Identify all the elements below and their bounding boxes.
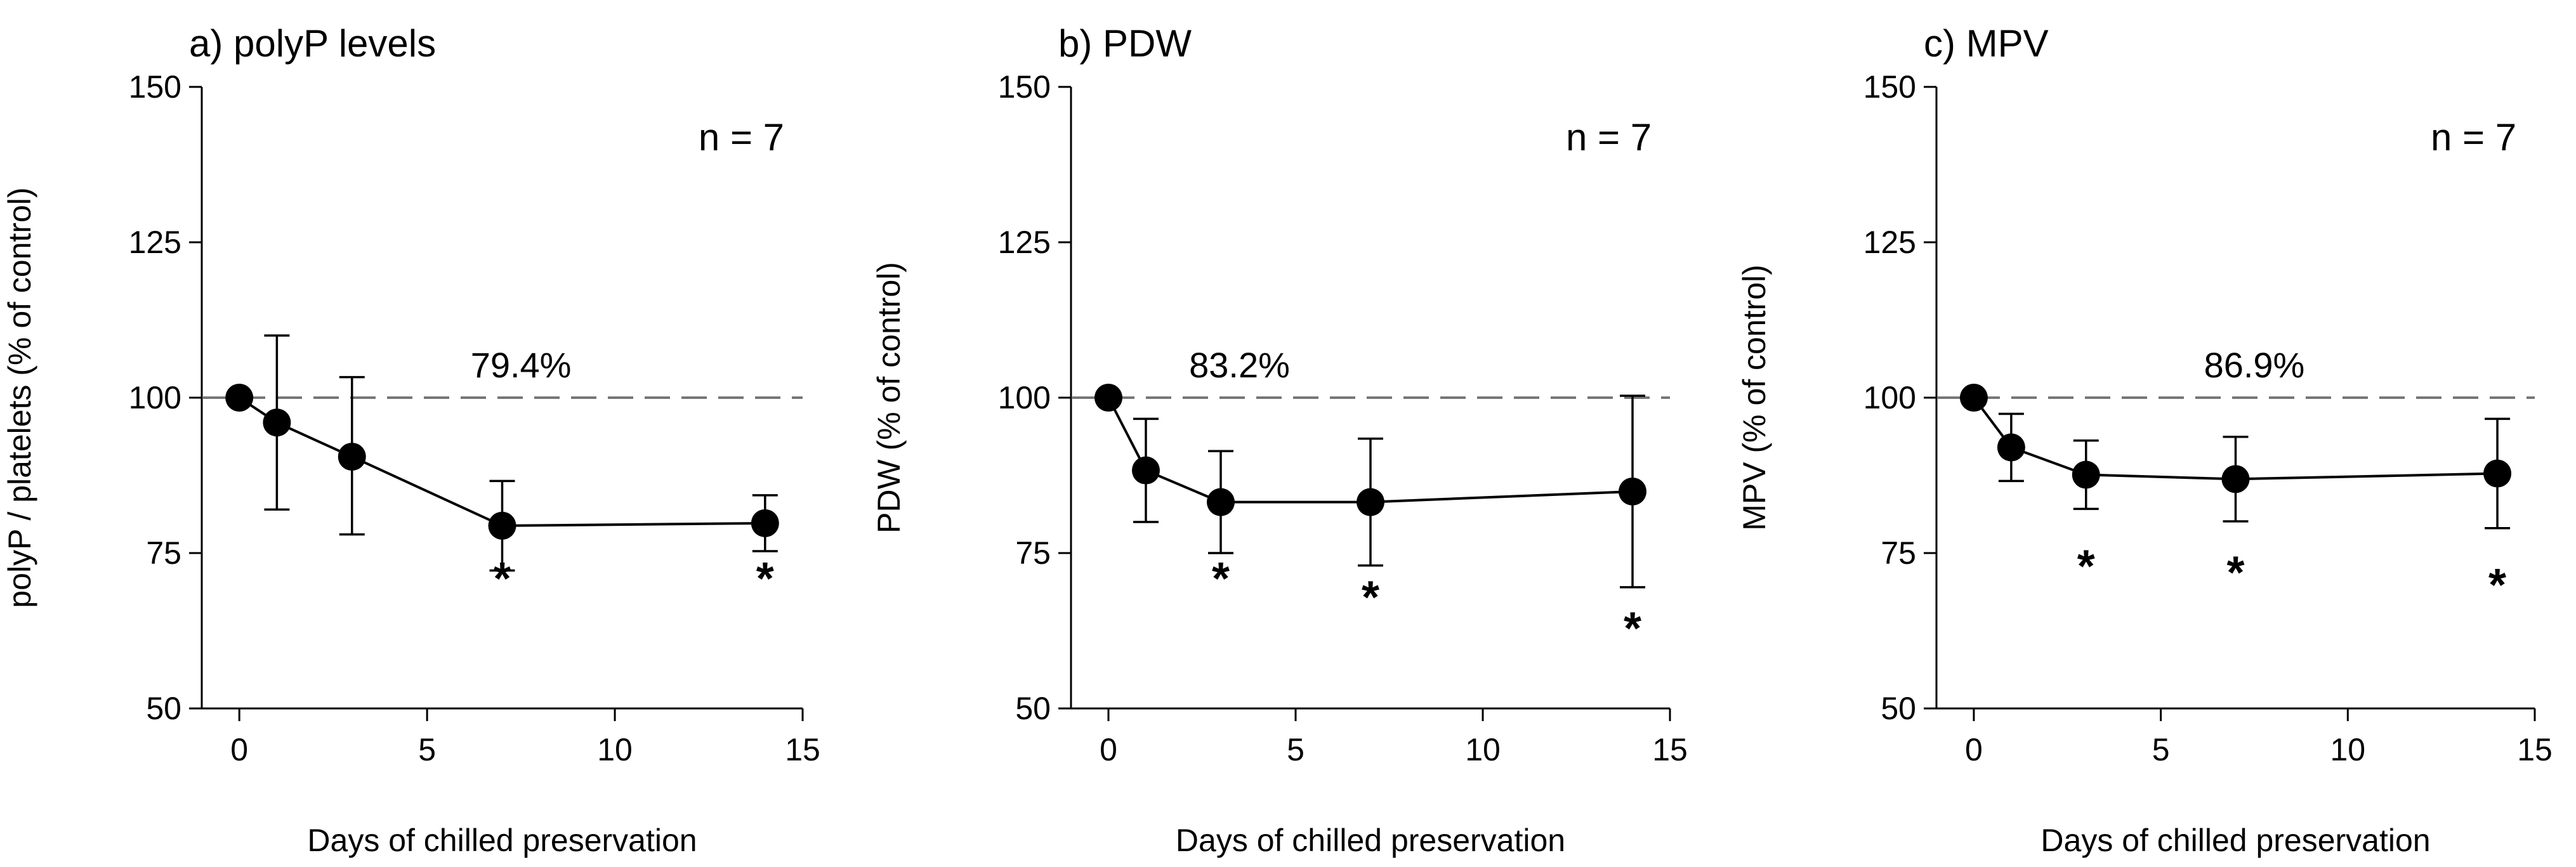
x-tick-label-0: 0 bbox=[1100, 732, 1117, 767]
x-tick-label-0: 0 bbox=[1965, 732, 1983, 767]
data-point-day-14 bbox=[2483, 459, 2512, 488]
data-point-day-3 bbox=[338, 443, 366, 471]
panel-title: c) MPV bbox=[1924, 22, 2049, 65]
y-axis-label: polyP / platelets (% of control) bbox=[2, 187, 37, 608]
panel-title: b) PDW bbox=[1058, 22, 1192, 65]
x-tick-label-15: 15 bbox=[2517, 732, 2553, 767]
x-tick-label-15: 15 bbox=[785, 732, 820, 767]
y-tick-label-100: 100 bbox=[998, 380, 1051, 415]
x-tick-label-5: 5 bbox=[2152, 732, 2170, 767]
data-point-day-1 bbox=[1132, 456, 1160, 485]
y-tick-label-125: 125 bbox=[998, 225, 1051, 260]
y-axis-label: MPV (% of control) bbox=[1737, 264, 1772, 531]
x-axis-label: Days of chilled preservation bbox=[2040, 823, 2430, 858]
significance-star-day-7: * bbox=[2226, 547, 2244, 598]
x-tick-label-10: 10 bbox=[2330, 732, 2366, 767]
panel-b-pdw: b) PDW 50 75 100 125 150 0 5 10 15 PDW (% of contr… bbox=[871, 22, 1688, 858]
data-point-day-14 bbox=[1619, 477, 1646, 505]
y-tick-label-100: 100 bbox=[129, 380, 181, 415]
significance-star-day-14: * bbox=[1624, 604, 1641, 655]
data-point-day-0 bbox=[1959, 384, 1988, 412]
x-tick-label-10: 10 bbox=[1465, 732, 1501, 767]
y-tick-label-75: 75 bbox=[1015, 535, 1051, 571]
y-tick-label-125: 125 bbox=[1863, 225, 1916, 260]
data-point-day-7 bbox=[488, 511, 516, 540]
significance-star-day-7: * bbox=[1362, 573, 1379, 623]
data-point-day-3 bbox=[2072, 460, 2100, 489]
y-tick-label-75: 75 bbox=[146, 535, 181, 571]
x-tick-label-5: 5 bbox=[1287, 732, 1304, 767]
significance-star-day-14: * bbox=[756, 554, 774, 604]
y-tick-label-50: 50 bbox=[146, 691, 181, 726]
data-point-day-0 bbox=[225, 384, 254, 412]
data-point-day-3 bbox=[1207, 488, 1235, 516]
panel-a-polyp-levels: a) polyP levels 50 75 100 125 150 0 5 10 15 polyP … bbox=[2, 22, 820, 858]
reference-percent-label: 79.4% bbox=[471, 345, 572, 385]
data-point-day-1 bbox=[263, 408, 291, 437]
x-tick-label-10: 10 bbox=[597, 732, 633, 767]
x-axis-label: Days of chilled preservation bbox=[307, 823, 697, 858]
panel-c-mpv: c) MPV 50 75 100 125 150 0 5 10 15 MPV (% of contr… bbox=[1737, 22, 2553, 858]
y-tick-label-50: 50 bbox=[1015, 691, 1051, 726]
significance-star-day-14: * bbox=[2488, 560, 2506, 611]
significance-star-day-3: * bbox=[2077, 542, 2095, 592]
y-tick-label-50: 50 bbox=[1881, 691, 1916, 726]
y-tick-label-100: 100 bbox=[1863, 380, 1916, 415]
y-tick-label-150: 150 bbox=[1863, 69, 1916, 105]
reference-percent-label: 86.9% bbox=[2204, 345, 2305, 385]
x-tick-label-15: 15 bbox=[1652, 732, 1688, 767]
n-label: n = 7 bbox=[2431, 116, 2516, 159]
y-tick-label-150: 150 bbox=[129, 69, 181, 105]
reference-percent-label: 83.2% bbox=[1189, 345, 1290, 385]
significance-star-day-3: * bbox=[1212, 554, 1230, 604]
n-label: n = 7 bbox=[1566, 116, 1652, 159]
x-axis-label: Days of chilled preservation bbox=[1176, 823, 1565, 858]
y-tick-label-125: 125 bbox=[129, 225, 181, 260]
data-point-day-7 bbox=[2221, 465, 2250, 493]
data-point-day-0 bbox=[1094, 384, 1122, 412]
x-tick-label-5: 5 bbox=[418, 732, 436, 767]
n-label: n = 7 bbox=[699, 116, 784, 159]
significance-star-day-7: * bbox=[493, 554, 511, 604]
y-tick-label-75: 75 bbox=[1881, 535, 1916, 571]
y-axis-label: PDW (% of control) bbox=[871, 262, 907, 533]
panel-title: a) polyP levels bbox=[189, 22, 436, 65]
data-point-day-1 bbox=[1997, 433, 2025, 462]
y-tick-label-150: 150 bbox=[998, 69, 1051, 105]
data-point-day-14 bbox=[751, 509, 779, 537]
data-point-day-7 bbox=[1357, 488, 1384, 516]
x-tick-label-0: 0 bbox=[230, 732, 248, 767]
